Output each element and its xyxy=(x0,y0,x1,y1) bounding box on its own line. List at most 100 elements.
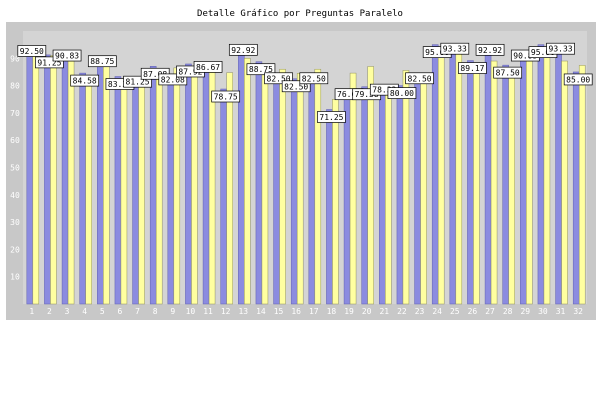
bar-series-2 xyxy=(173,67,181,305)
data-label-box xyxy=(299,72,329,85)
data-label: 81.25 xyxy=(126,78,150,87)
bar-series-1 xyxy=(361,86,368,305)
y-tick-label: 50 xyxy=(10,164,20,173)
data-label: 82.50 xyxy=(302,74,326,83)
data-label-box xyxy=(317,111,346,123)
bar-series-1 xyxy=(414,78,421,305)
x-tick-label: 21 xyxy=(379,307,389,316)
x-tick-label: 27 xyxy=(485,307,495,316)
x-tick-label: 25 xyxy=(450,307,460,316)
x-tick-label: 5 xyxy=(100,307,105,316)
bar-series-2 xyxy=(437,47,445,305)
data-label: 90.83 xyxy=(513,52,537,61)
bar-series-2 xyxy=(120,82,128,305)
x-axis: 1 2 3 4 5 6 7 8 9 10 11 12 13 14 15 16 17 18 19 20 21 22 23 24 2… xyxy=(29,307,583,316)
data-label-box xyxy=(158,73,188,86)
data-label: 78.75 xyxy=(214,93,238,102)
bar-series-2 xyxy=(244,58,251,305)
data-label-box xyxy=(546,42,575,55)
bar-series-1 xyxy=(572,71,580,305)
x-tick-label: 24 xyxy=(432,307,442,316)
bar-series-1 xyxy=(185,63,192,305)
x-tick-label: 17 xyxy=(309,307,319,316)
bar-series-1 xyxy=(379,89,386,305)
bar-series-2 xyxy=(561,60,568,305)
bar-series-1 xyxy=(149,66,157,305)
x-tick-label: 8 xyxy=(153,307,158,316)
bar-series-2 xyxy=(155,68,163,305)
x-tick-label: 14 xyxy=(256,307,266,316)
data-label: 82.50 xyxy=(408,74,432,83)
bar-series-1 xyxy=(167,79,175,305)
bar-series-2 xyxy=(349,72,357,305)
data-label: 88.75 xyxy=(90,57,114,66)
x-tick-label: 1 xyxy=(29,307,34,316)
y-tick-label: 80 xyxy=(10,82,20,91)
data-label-box xyxy=(35,56,64,69)
y-tick-label: 30 xyxy=(10,218,20,227)
data-label-box xyxy=(193,61,223,73)
bar-series-1 xyxy=(44,54,51,305)
y-tick-label: 90 xyxy=(10,54,20,63)
x-tick-label: 13 xyxy=(238,307,248,316)
data-label-box xyxy=(87,55,117,68)
bar-series-1 xyxy=(343,94,351,305)
bar-series-2 xyxy=(578,65,586,305)
x-tick-label: 3 xyxy=(65,307,70,316)
bar-series-2 xyxy=(455,52,463,305)
y-tick-label: 40 xyxy=(10,191,20,200)
data-label-box xyxy=(228,43,258,56)
bar-series-2 xyxy=(508,68,515,305)
bar-series-1 xyxy=(290,78,298,305)
bar-series-1 xyxy=(326,109,333,305)
data-label: 92.92 xyxy=(478,46,502,55)
data-label: 82.50 xyxy=(267,74,291,83)
bar-series-2 xyxy=(296,73,304,305)
y-tick-label: 60 xyxy=(10,136,20,145)
data-label: 93.33 xyxy=(443,45,467,54)
bar-series-1 xyxy=(220,88,227,305)
chart-title: Detalle Gráfico por Preguntas Paralelo xyxy=(197,9,403,19)
bar-series-1 xyxy=(555,48,562,305)
bar-series-2 xyxy=(208,71,216,305)
bar-series-2 xyxy=(279,68,286,305)
x-tick-label: 11 xyxy=(203,307,213,316)
bar-series-1 xyxy=(537,44,545,305)
bar-series-1 xyxy=(484,50,492,305)
data-label-box xyxy=(387,87,417,99)
data-label: 87.92 xyxy=(178,67,202,76)
x-tick-label: 22 xyxy=(397,307,407,316)
data-label-box xyxy=(281,80,311,93)
x-tick-label: 16 xyxy=(291,307,301,316)
bar-series-1 xyxy=(520,55,527,305)
data-label-box xyxy=(475,43,505,56)
data-label-box xyxy=(458,62,487,74)
bar-series-1 xyxy=(396,85,404,305)
bar-series-1 xyxy=(132,81,139,305)
bar-series-2 xyxy=(473,63,480,305)
x-tick-label: 9 xyxy=(170,307,175,316)
bar-series-2 xyxy=(402,70,410,305)
data-label: 90.83 xyxy=(55,52,79,61)
x-tick-label: 23 xyxy=(415,307,425,316)
data-label-box xyxy=(123,75,152,88)
bar-series-1 xyxy=(79,72,86,305)
data-label-box xyxy=(52,49,82,62)
data-label: 91.25 xyxy=(37,58,61,67)
x-tick-label: 4 xyxy=(82,307,87,316)
bar-series-2 xyxy=(50,55,57,305)
bar-series-2 xyxy=(191,66,198,305)
data-label: 95.00 xyxy=(531,48,555,57)
data-label: 86.67 xyxy=(196,63,220,72)
data-label: 78.33 xyxy=(372,86,396,95)
bar-series-1 xyxy=(502,64,509,305)
x-tick-label: 30 xyxy=(538,307,548,316)
y-axis: 10 20 30 40 50 60 70 80 90 xyxy=(10,54,20,281)
data-label-box xyxy=(70,74,100,87)
data-label-box xyxy=(17,45,47,57)
bar-series-1 xyxy=(97,61,104,305)
bar-series-1 xyxy=(467,60,474,305)
data-label: 82.50 xyxy=(284,82,308,91)
bar-series-1 xyxy=(308,78,316,305)
